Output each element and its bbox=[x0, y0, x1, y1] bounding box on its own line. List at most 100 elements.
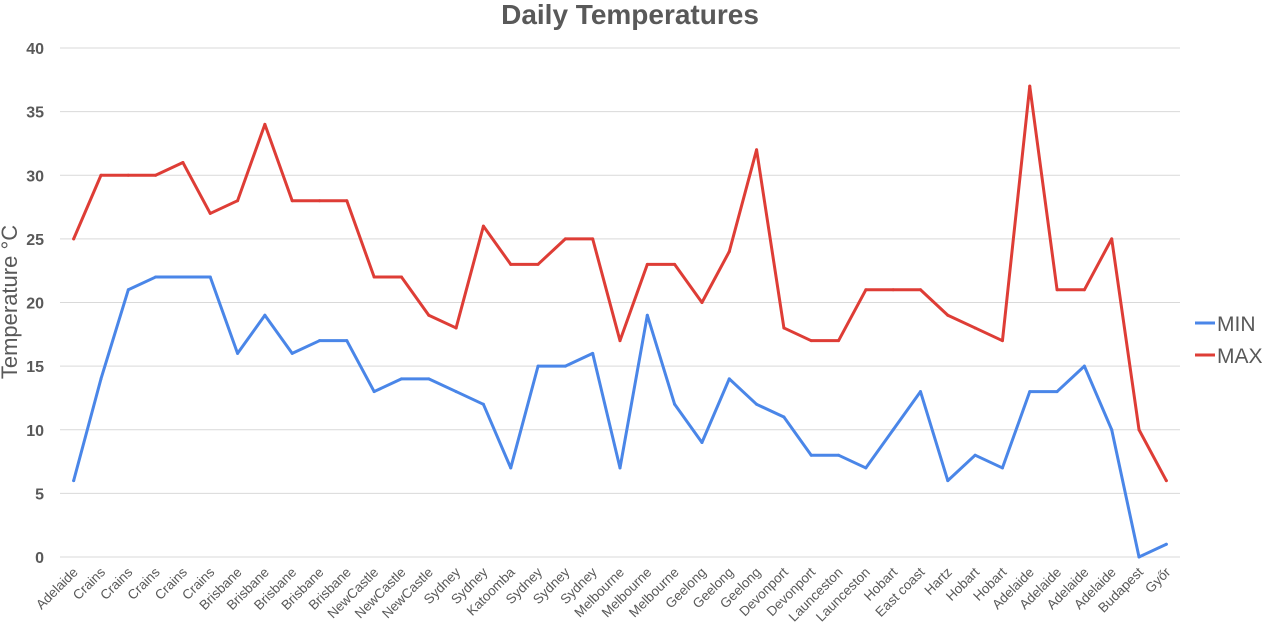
data-point-max bbox=[727, 250, 731, 254]
series-max bbox=[72, 84, 1168, 483]
data-point-max bbox=[99, 173, 103, 177]
data-point-max bbox=[509, 262, 513, 266]
data-point-max bbox=[427, 313, 431, 317]
gridlines bbox=[60, 47, 1180, 558]
data-point-min bbox=[263, 313, 267, 317]
data-point-max bbox=[290, 199, 294, 203]
data-point-min bbox=[154, 275, 158, 279]
data-point-max bbox=[591, 237, 595, 241]
data-point-min bbox=[891, 428, 895, 432]
data-point-max bbox=[399, 275, 403, 279]
data-point-max bbox=[563, 237, 567, 241]
data-point-min bbox=[1055, 390, 1059, 394]
data-point-min bbox=[1110, 428, 1114, 432]
data-point-min bbox=[809, 453, 813, 457]
data-point-max bbox=[1028, 84, 1032, 88]
data-point-min bbox=[208, 275, 212, 279]
data-point-max bbox=[345, 199, 349, 203]
data-point-max bbox=[891, 288, 895, 292]
data-point-max bbox=[318, 199, 322, 203]
data-point-max bbox=[1082, 288, 1086, 292]
x-tick-label: Győr bbox=[1142, 564, 1174, 596]
data-point-max bbox=[208, 211, 212, 215]
data-point-max bbox=[755, 148, 759, 152]
data-point-max bbox=[1164, 479, 1168, 483]
data-point-min bbox=[427, 377, 431, 381]
data-point-max bbox=[700, 301, 704, 304]
data-point-min bbox=[345, 339, 349, 343]
data-point-max bbox=[645, 262, 649, 266]
data-point-max bbox=[481, 224, 485, 228]
legend: MIN MAX bbox=[1195, 313, 1263, 368]
data-point-max bbox=[536, 262, 540, 266]
y-tick-label: 15 bbox=[26, 359, 44, 376]
data-point-min bbox=[290, 351, 294, 355]
data-point-min bbox=[1082, 364, 1086, 368]
data-point-min bbox=[727, 377, 731, 381]
series-lines bbox=[72, 84, 1168, 559]
data-point-max bbox=[837, 339, 841, 343]
series-min bbox=[72, 275, 1168, 559]
y-tick-label: 10 bbox=[26, 423, 44, 440]
data-point-min bbox=[673, 402, 677, 406]
data-point-min bbox=[1000, 466, 1004, 470]
data-point-max bbox=[973, 326, 977, 330]
y-axis-ticks: 0 5 10 15 20 25 30 35 40 bbox=[26, 41, 44, 567]
data-point-min bbox=[181, 275, 185, 279]
data-point-max bbox=[1137, 428, 1141, 432]
data-point-min bbox=[563, 364, 567, 368]
x-axis-ticks: AdelaideCrainsCrainsCrainsCrainsCrainsBr… bbox=[33, 564, 1174, 624]
y-tick-label: 40 bbox=[26, 41, 44, 58]
legend-label-min: MIN bbox=[1217, 313, 1256, 336]
data-point-min bbox=[973, 453, 977, 457]
data-point-max bbox=[454, 326, 458, 330]
data-point-min bbox=[591, 351, 595, 355]
data-point-min bbox=[700, 440, 704, 444]
y-tick-label: 35 bbox=[26, 105, 44, 122]
data-point-min bbox=[864, 466, 868, 470]
y-tick-label: 0 bbox=[35, 550, 44, 567]
data-point-min bbox=[236, 351, 240, 355]
data-point-max bbox=[263, 122, 267, 126]
data-point-min bbox=[318, 339, 322, 343]
data-point-min bbox=[1164, 542, 1168, 546]
data-point-min bbox=[72, 479, 76, 483]
data-point-min bbox=[126, 288, 130, 292]
data-point-max bbox=[809, 339, 813, 343]
data-point-max bbox=[154, 173, 158, 177]
data-point-max bbox=[918, 288, 922, 292]
data-point-min bbox=[782, 415, 786, 419]
y-tick-label: 30 bbox=[26, 168, 44, 185]
data-point-min bbox=[454, 390, 458, 394]
data-point-max bbox=[1000, 339, 1004, 343]
data-point-min bbox=[481, 402, 485, 406]
data-point-max bbox=[236, 199, 240, 203]
data-point-min bbox=[1137, 555, 1141, 559]
series-line-max bbox=[72, 84, 1168, 483]
data-point-min bbox=[372, 390, 376, 394]
data-point-min bbox=[99, 377, 103, 381]
data-point-max bbox=[864, 288, 868, 292]
data-point-max bbox=[1055, 288, 1059, 292]
chart-title: Daily Temperatures bbox=[501, 0, 759, 30]
data-point-min bbox=[645, 313, 649, 317]
data-point-max bbox=[372, 275, 376, 279]
data-point-min bbox=[837, 453, 841, 457]
data-point-max bbox=[782, 326, 786, 330]
data-point-min bbox=[918, 390, 922, 394]
data-point-min bbox=[509, 466, 513, 470]
y-axis-label: Temperature °C bbox=[0, 225, 22, 379]
series-line-min bbox=[72, 275, 1168, 559]
data-point-min bbox=[618, 466, 622, 470]
y-tick-label: 25 bbox=[26, 232, 44, 249]
y-tick-label: 20 bbox=[26, 296, 44, 313]
data-point-max bbox=[946, 313, 950, 317]
data-point-min bbox=[536, 364, 540, 368]
legend-label-max: MAX bbox=[1217, 345, 1263, 368]
data-point-min bbox=[1028, 390, 1032, 394]
data-point-max bbox=[618, 339, 622, 343]
data-point-max bbox=[673, 262, 677, 266]
data-point-max bbox=[72, 237, 76, 241]
data-point-min bbox=[399, 377, 403, 381]
